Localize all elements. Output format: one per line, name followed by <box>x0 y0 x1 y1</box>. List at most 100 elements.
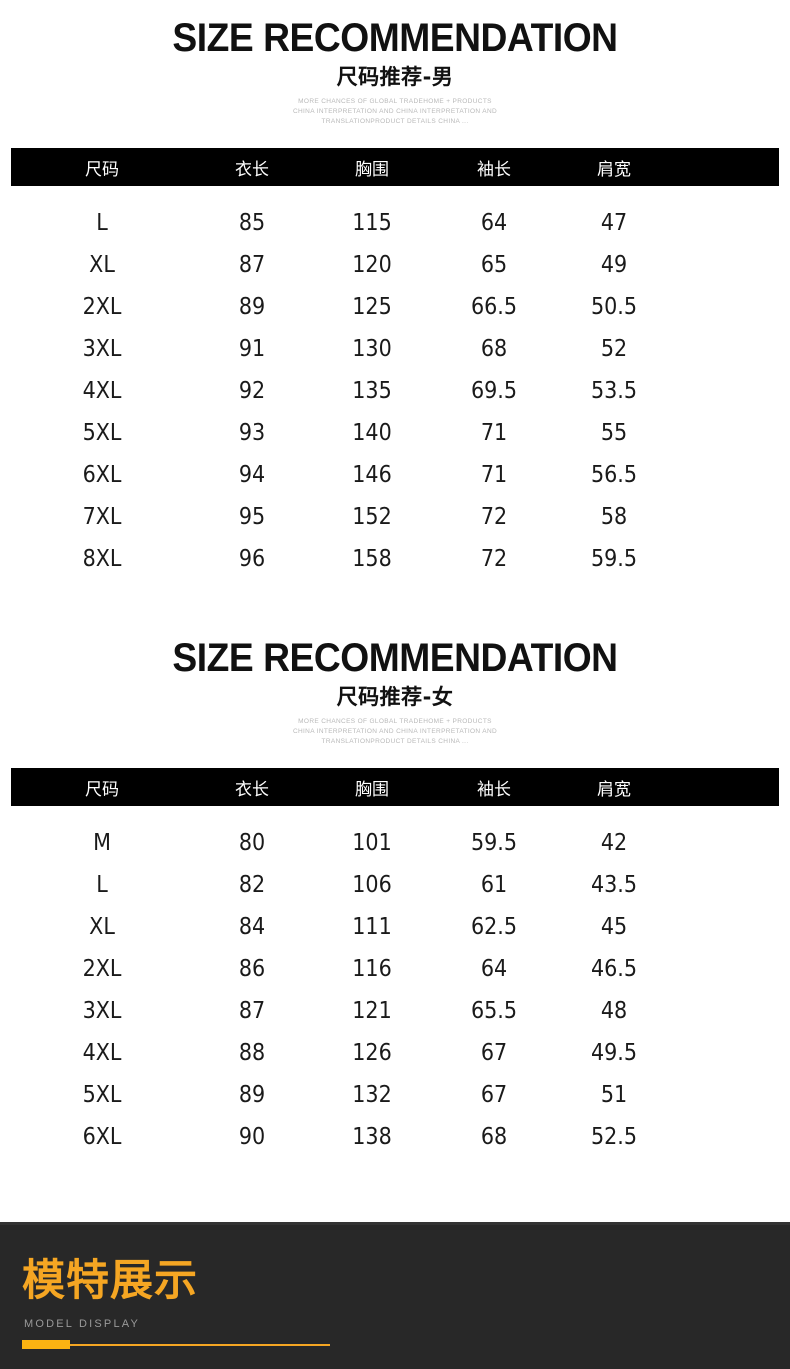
section-title-cn: 尺码推荐-女 <box>336 685 454 710</box>
col-header-length: 衣长 <box>235 779 269 800</box>
cell-sleeve: 69.5 <box>433 370 555 413</box>
table-header-row: 尺码 衣长 胸围 袖长 肩宽 <box>11 148 779 187</box>
table-row: 3XL 91 130 68 52 <box>11 328 779 371</box>
cell-chest: 106 <box>311 864 433 907</box>
section-header-men: SIZE RECOMMENDATION 尺码推荐-男 MORE CHANCES … <box>0 0 790 127</box>
cell-sleeve: 72 <box>433 538 555 581</box>
cell-spacer <box>673 244 779 287</box>
cell-size: 8XL <box>11 538 193 581</box>
cell-chest: 115 <box>311 186 433 245</box>
cell-shoulder: 43.5 <box>555 864 673 907</box>
cell-sleeve: 68 <box>433 1116 555 1159</box>
col-header-shoulder: 肩宽 <box>597 779 631 800</box>
cell-length: 88 <box>193 1032 311 1075</box>
table-row: 6XL 90 138 68 52.5 <box>11 1116 779 1159</box>
cell-length: 87 <box>193 990 311 1033</box>
banner-divider-accent <box>22 1340 70 1349</box>
cell-sleeve: 72 <box>433 496 555 539</box>
section-title-cn: 尺码推荐-男 <box>336 65 454 89</box>
cell-chest: 146 <box>311 454 433 497</box>
cell-sleeve: 66.5 <box>433 286 555 329</box>
table-row: XL 84 111 62.5 45 <box>11 906 779 949</box>
table-row: 2XL 89 125 66.5 50.5 <box>11 286 779 329</box>
table-row: 5XL 93 140 71 55 <box>11 412 779 455</box>
col-header-shoulder: 肩宽 <box>597 159 631 180</box>
table-row: 2XL 86 116 64 46.5 <box>11 948 779 991</box>
table-body-men: L 85 115 64 47 XL 87 120 65 49 2XL <box>11 186 779 581</box>
cell-size: 2XL <box>11 286 193 329</box>
cell-shoulder: 47 <box>555 186 673 245</box>
cell-size: 2XL <box>11 948 193 991</box>
cell-sleeve: 67 <box>433 1074 555 1117</box>
cell-spacer <box>673 906 779 949</box>
cell-spacer <box>673 286 779 329</box>
table-row: 5XL 89 132 67 51 <box>11 1074 779 1117</box>
size-table-men-wrap: 尺码 衣长 胸围 袖长 肩宽 L 85 115 64 47 <box>0 148 790 581</box>
cell-spacer <box>673 806 779 865</box>
cell-size: XL <box>11 906 193 949</box>
table-row: M 80 101 59.5 42 <box>11 806 779 865</box>
cell-chest: 121 <box>311 990 433 1033</box>
cell-shoulder: 56.5 <box>555 454 673 497</box>
cell-length: 85 <box>193 186 311 245</box>
cell-shoulder: 52.5 <box>555 1116 673 1159</box>
section-header-women: SIZE RECOMMENDATION 尺码推荐-女 MORE CHANCES … <box>0 616 790 747</box>
table-row: L 85 115 64 47 <box>11 186 779 245</box>
cell-sleeve: 61 <box>433 864 555 907</box>
table-row: L 82 106 61 43.5 <box>11 864 779 907</box>
size-table-men: 尺码 衣长 胸围 袖长 肩宽 L 85 115 64 47 <box>11 148 779 581</box>
col-header-sleeve: 袖长 <box>477 159 511 180</box>
cell-sleeve: 65 <box>433 244 555 287</box>
cell-chest: 152 <box>311 496 433 539</box>
cell-shoulder: 46.5 <box>555 948 673 991</box>
cell-sleeve: 71 <box>433 412 555 455</box>
cell-shoulder: 55 <box>555 412 673 455</box>
banner-divider-line <box>22 1344 330 1346</box>
cell-spacer <box>673 1074 779 1117</box>
cell-shoulder: 50.5 <box>555 286 673 329</box>
cell-shoulder: 49 <box>555 244 673 287</box>
cell-shoulder: 48 <box>555 990 673 1033</box>
cell-length: 89 <box>193 1074 311 1117</box>
cell-spacer <box>673 370 779 413</box>
cell-size: 6XL <box>11 454 193 497</box>
cell-shoulder: 58 <box>555 496 673 539</box>
cell-chest: 116 <box>311 948 433 991</box>
cell-sleeve: 67 <box>433 1032 555 1075</box>
cell-shoulder: 51 <box>555 1074 673 1117</box>
table-row: 3XL 87 121 65.5 48 <box>11 990 779 1033</box>
cell-spacer <box>673 496 779 539</box>
section-subtitle: MORE CHANCES OF GLOBAL TRADEHOME + PRODU… <box>292 718 498 746</box>
cell-spacer <box>673 1032 779 1075</box>
size-table-women-wrap: 尺码 衣长 胸围 袖长 肩宽 M 80 101 59.5 42 <box>0 768 790 1159</box>
cell-length: 94 <box>193 454 311 497</box>
cell-chest: 138 <box>311 1116 433 1159</box>
table-header-women: 尺码 衣长 胸围 袖长 肩宽 <box>11 768 779 807</box>
cell-chest: 120 <box>311 244 433 287</box>
cell-size: L <box>11 864 193 907</box>
cell-chest: 126 <box>311 1032 433 1075</box>
cell-size: 4XL <box>11 370 193 413</box>
cell-chest: 111 <box>311 906 433 949</box>
col-header-length: 衣长 <box>235 159 269 180</box>
model-display-banner: 模特展示 MODEL DISPLAY <box>0 1222 790 1369</box>
col-header-sleeve: 袖长 <box>477 779 511 800</box>
cell-size: M <box>11 806 193 865</box>
table-row: 8XL 96 158 72 59.5 <box>11 538 779 581</box>
col-header-size: 尺码 <box>85 779 119 800</box>
cell-length: 86 <box>193 948 311 991</box>
col-header-spacer <box>673 768 779 806</box>
cell-length: 91 <box>193 328 311 371</box>
cell-spacer <box>673 186 779 245</box>
table-header-men: 尺码 衣长 胸围 袖长 肩宽 <box>11 148 779 187</box>
cell-length: 87 <box>193 244 311 287</box>
table-body-women: M 80 101 59.5 42 L 82 106 61 43.5 XL <box>11 806 779 1159</box>
cell-length: 96 <box>193 538 311 581</box>
cell-length: 93 <box>193 412 311 455</box>
cell-sleeve: 65.5 <box>433 990 555 1033</box>
cell-sleeve: 68 <box>433 328 555 371</box>
cell-spacer <box>673 538 779 581</box>
section-title-en: SIZE RECOMMENDATION <box>172 636 618 681</box>
banner-top-edge <box>0 1222 790 1225</box>
